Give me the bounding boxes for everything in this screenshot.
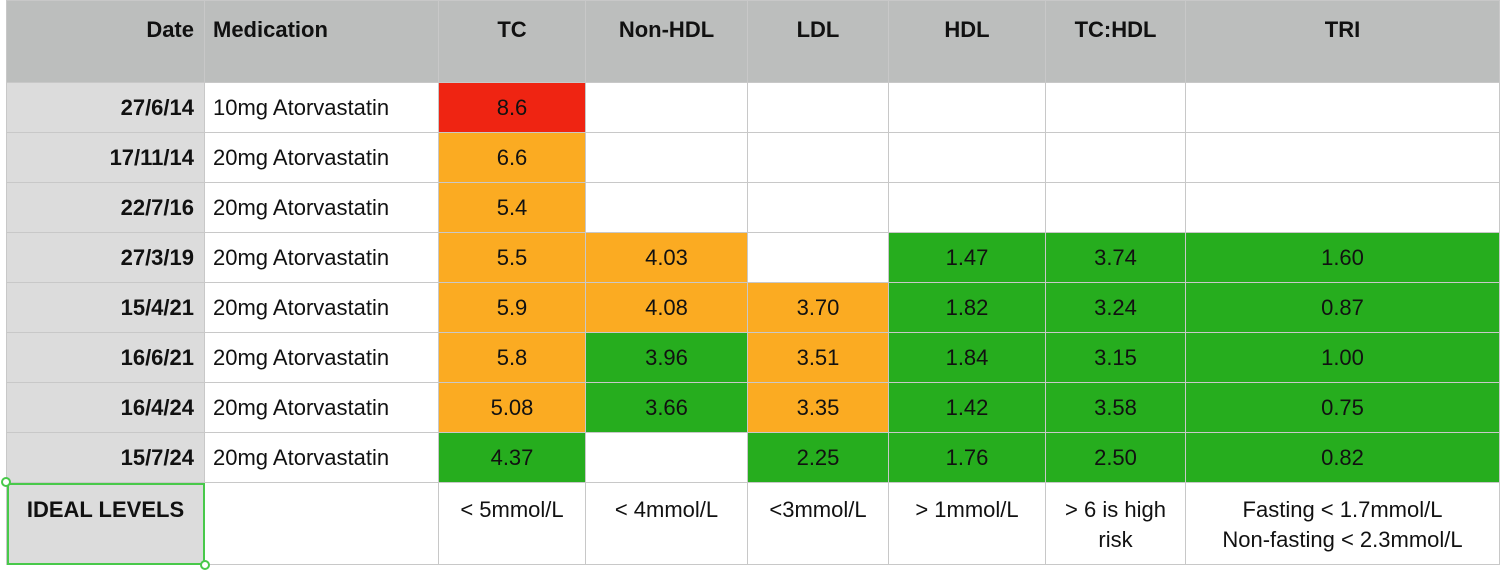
tchdl-cell[interactable]: 3.24 (1045, 282, 1186, 333)
hdl-cell[interactable] (888, 82, 1046, 133)
header-hdl[interactable]: HDL (888, 0, 1046, 83)
date-cell[interactable]: 16/4/24 (6, 382, 205, 433)
tri-cell[interactable] (1185, 182, 1500, 233)
hdl-cell[interactable]: 1.82 (888, 282, 1046, 333)
nonhdl-cell[interactable]: 4.03 (585, 232, 748, 283)
tchdl-cell[interactable]: 3.58 (1045, 382, 1186, 433)
tchdl-cell[interactable] (1045, 132, 1186, 183)
tri-cell[interactable]: 0.82 (1185, 432, 1500, 483)
tchdl-cell[interactable]: 3.74 (1045, 232, 1186, 283)
table-row: 27/3/19 20mg Atorvastatin 5.5 4.03 1.47 … (6, 232, 1500, 283)
tc-cell[interactable]: 8.6 (438, 82, 586, 133)
ideal-tri-line2: Non-fasting < 2.3mmol/L (1222, 527, 1463, 552)
hdl-cell[interactable]: 1.76 (888, 432, 1046, 483)
ldl-cell[interactable]: 2.25 (747, 432, 889, 483)
ideal-nonhdl-cell[interactable]: < 4mmol/L (585, 482, 748, 565)
selection-handle-bottom-right[interactable] (200, 560, 210, 570)
ldl-cell[interactable] (747, 132, 889, 183)
tc-cell[interactable]: 5.9 (438, 282, 586, 333)
tri-cell[interactable]: 1.60 (1185, 232, 1500, 283)
ideal-tchdl-line2: risk (1098, 527, 1133, 552)
ldl-cell[interactable]: 3.51 (747, 332, 889, 383)
hdl-cell[interactable]: 1.84 (888, 332, 1046, 383)
header-tri[interactable]: TRI (1185, 0, 1500, 83)
tchdl-cell[interactable]: 2.50 (1045, 432, 1186, 483)
ideal-levels-label: IDEAL LEVELS (26, 497, 185, 522)
tc-cell[interactable]: 5.8 (438, 332, 586, 383)
header-medication[interactable]: Medication (204, 0, 439, 83)
hdl-cell[interactable] (888, 132, 1046, 183)
ideal-tri-cell[interactable]: Fasting < 1.7mmol/L Non-fasting < 2.3mmo… (1185, 482, 1500, 565)
table-row: 16/6/21 20mg Atorvastatin 5.8 3.96 3.51 … (6, 332, 1500, 383)
table-row: 15/4/21 20mg Atorvastatin 5.9 4.08 3.70 … (6, 282, 1500, 333)
medication-cell[interactable]: 20mg Atorvastatin (204, 182, 439, 233)
nonhdl-cell[interactable]: 4.08 (585, 282, 748, 333)
tc-cell[interactable]: 5.4 (438, 182, 586, 233)
date-cell[interactable]: 22/7/16 (6, 182, 205, 233)
tri-cell[interactable] (1185, 82, 1500, 133)
tc-cell[interactable]: 4.37 (438, 432, 586, 483)
date-cell[interactable]: 15/7/24 (6, 432, 205, 483)
medication-cell[interactable]: 20mg Atorvastatin (204, 382, 439, 433)
ideal-tc-cell[interactable]: < 5mmol/L (438, 482, 586, 565)
hdl-cell[interactable]: 1.42 (888, 382, 1046, 433)
tchdl-cell[interactable] (1045, 182, 1186, 233)
ldl-cell[interactable] (747, 82, 889, 133)
tri-cell[interactable]: 0.75 (1185, 382, 1500, 433)
nonhdl-cell[interactable]: 3.96 (585, 332, 748, 383)
tchdl-cell[interactable] (1045, 82, 1186, 133)
header-tc[interactable]: TC (438, 0, 586, 83)
ideal-tchdl-line1: > 6 is high (1065, 497, 1166, 522)
selection-handle-top-left[interactable] (1, 477, 11, 487)
tchdl-cell[interactable]: 3.15 (1045, 332, 1186, 383)
table-row: 22/7/16 20mg Atorvastatin 5.4 (6, 182, 1500, 233)
ideal-hdl-cell[interactable]: > 1mmol/L (888, 482, 1046, 565)
ideal-ldl-cell[interactable]: <3mmol/L (747, 482, 889, 565)
header-nonhdl[interactable]: Non-HDL (585, 0, 748, 83)
table-row: 16/4/24 20mg Atorvastatin 5.08 3.66 3.35… (6, 382, 1500, 433)
header-tchdl[interactable]: TC:HDL (1045, 0, 1186, 83)
header-row: Date Medication TC Non-HDL LDL HDL TC:HD… (6, 0, 1500, 83)
medication-cell[interactable]: 10mg Atorvastatin (204, 82, 439, 133)
ldl-cell[interactable] (747, 232, 889, 283)
ldl-cell[interactable] (747, 182, 889, 233)
nonhdl-cell[interactable] (585, 432, 748, 483)
nonhdl-cell[interactable]: 3.66 (585, 382, 748, 433)
medication-cell[interactable]: 20mg Atorvastatin (204, 432, 439, 483)
medication-cell[interactable]: 20mg Atorvastatin (204, 282, 439, 333)
ideal-levels-row: IDEAL LEVELS < 5mmol/L < 4mmol/L <3mmol/… (1, 477, 1500, 570)
tri-cell[interactable]: 0.87 (1185, 282, 1500, 333)
nonhdl-cell[interactable] (585, 132, 748, 183)
tri-cell[interactable] (1185, 132, 1500, 183)
date-cell[interactable]: 16/6/21 (6, 332, 205, 383)
date-cell[interactable]: 27/6/14 (6, 82, 205, 133)
hdl-cell[interactable]: 1.47 (888, 232, 1046, 283)
tc-cell[interactable]: 5.08 (438, 382, 586, 433)
date-cell[interactable]: 17/11/14 (6, 132, 205, 183)
ideal-medication-cell[interactable] (204, 482, 439, 565)
ideal-tri-line1: Fasting < 1.7mmol/L (1242, 497, 1443, 522)
tc-cell[interactable]: 6.6 (438, 132, 586, 183)
medication-cell[interactable]: 20mg Atorvastatin (204, 132, 439, 183)
nonhdl-cell[interactable] (585, 182, 748, 233)
header-date[interactable]: Date (6, 0, 205, 83)
date-cell[interactable]: 15/4/21 (6, 282, 205, 333)
ldl-cell[interactable]: 3.70 (747, 282, 889, 333)
tri-cell[interactable]: 1.00 (1185, 332, 1500, 383)
ideal-tchdl-cell[interactable]: > 6 is high risk (1045, 482, 1186, 565)
table-row: 15/7/24 20mg Atorvastatin 4.37 2.25 1.76… (6, 432, 1500, 483)
hdl-cell[interactable] (888, 182, 1046, 233)
ideal-levels-label-cell[interactable]: IDEAL LEVELS (1, 477, 210, 570)
ldl-cell[interactable]: 3.35 (747, 382, 889, 433)
medication-cell[interactable]: 20mg Atorvastatin (204, 332, 439, 383)
date-cell[interactable]: 27/3/19 (6, 232, 205, 283)
table-row: 17/11/14 20mg Atorvastatin 6.6 (6, 132, 1500, 183)
nonhdl-cell[interactable] (585, 82, 748, 133)
tc-cell[interactable]: 5.5 (438, 232, 586, 283)
medication-cell[interactable]: 20mg Atorvastatin (204, 232, 439, 283)
table-row: 27/6/14 10mg Atorvastatin 8.6 (6, 82, 1500, 133)
header-ldl[interactable]: LDL (747, 0, 889, 83)
